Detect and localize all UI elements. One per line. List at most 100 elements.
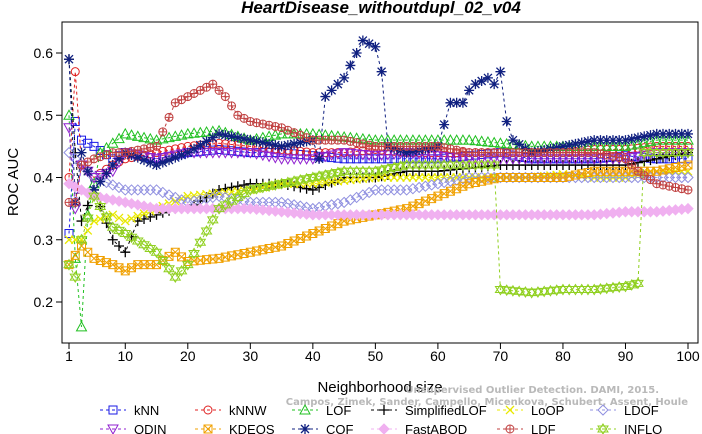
data-point	[231, 148, 244, 159]
data-point	[357, 35, 368, 46]
data-point	[495, 66, 506, 77]
data-point	[138, 131, 150, 143]
data-point	[633, 166, 643, 176]
data-point	[332, 149, 344, 160]
data-point	[219, 191, 232, 204]
data-point	[650, 134, 663, 145]
data-point	[683, 185, 693, 195]
x-tick-label: 70	[493, 348, 509, 364]
data-point	[313, 153, 325, 164]
data-point	[70, 67, 80, 77]
data-point	[613, 140, 626, 151]
data-point	[157, 186, 169, 199]
x-tick-label: 80	[555, 348, 571, 364]
data-point	[164, 145, 174, 155]
legend-label: COF	[326, 422, 354, 434]
data-point	[76, 147, 87, 158]
data-point	[289, 236, 299, 246]
legend-label: ODIN	[134, 422, 167, 434]
data-point	[319, 151, 332, 163]
data-point	[194, 126, 207, 138]
data-point	[620, 154, 630, 164]
y-tick-label: 0.3	[34, 232, 54, 248]
data-point	[345, 60, 356, 71]
legend-item-fastabod: FastABOD	[371, 422, 467, 434]
x-tick-label: 10	[117, 348, 133, 364]
data-point	[194, 236, 207, 249]
data-point	[657, 128, 668, 139]
data-point	[675, 134, 688, 145]
data-point	[275, 127, 288, 139]
data-point	[488, 136, 501, 148]
data-point	[214, 128, 225, 139]
legend-item-cof: COF	[292, 422, 354, 434]
x-tick-label: 30	[243, 348, 259, 364]
data-point	[150, 184, 163, 196]
x-tick-label: 60	[430, 348, 446, 364]
chart-title: HeartDisease_withoutdupl_02_v04	[241, 0, 521, 17]
data-point	[120, 216, 130, 226]
data-point	[401, 147, 412, 158]
data-point	[276, 141, 287, 152]
legend-marker	[300, 424, 310, 434]
data-point	[414, 199, 424, 209]
data-point	[75, 320, 88, 332]
legend-item-inflo: INFLO	[590, 422, 662, 434]
data-point	[107, 160, 118, 171]
legend-label: FastABOD	[405, 422, 467, 434]
data-point	[444, 134, 457, 145]
data-point	[164, 155, 175, 166]
data-point	[645, 130, 656, 141]
data-point	[682, 134, 694, 145]
data-point	[439, 119, 450, 130]
data-point	[226, 131, 237, 142]
data-point	[188, 247, 200, 260]
legend-label: INFLO	[624, 422, 662, 434]
data-point	[219, 148, 232, 159]
data-point	[220, 130, 231, 141]
legend-item-ldf: LDF	[497, 422, 556, 434]
data-point	[150, 246, 163, 259]
data-point	[81, 212, 94, 224]
data-point	[402, 173, 412, 182]
data-point	[88, 190, 100, 203]
y-axis-label: ROC AUC	[5, 148, 22, 217]
data-point	[551, 142, 562, 153]
data-point	[83, 138, 93, 148]
data-point	[70, 197, 80, 207]
x-tick-label: 1	[65, 348, 73, 364]
legend-label: kNNW	[229, 403, 267, 418]
data-point	[664, 128, 675, 139]
data-point	[595, 135, 606, 146]
legend-marker	[108, 405, 118, 415]
data-point	[156, 153, 169, 164]
data-point	[82, 200, 93, 211]
data-point	[206, 148, 219, 159]
data-point	[419, 180, 432, 192]
data-point	[151, 160, 162, 171]
data-point	[338, 196, 350, 209]
series-ldf	[64, 79, 693, 207]
data-point	[302, 231, 312, 241]
data-point	[632, 132, 643, 143]
data-point	[645, 175, 655, 185]
data-point	[232, 181, 243, 192]
legend-label: LDOF	[624, 403, 659, 418]
legend-marker	[299, 403, 311, 415]
data-point	[213, 148, 225, 159]
legend-marker	[203, 424, 213, 434]
data-point	[106, 221, 119, 234]
data-point	[214, 85, 224, 95]
data-point	[482, 135, 494, 147]
data-point	[270, 140, 281, 151]
data-point	[257, 137, 268, 148]
plot-frame	[61, 21, 699, 344]
data-point	[119, 127, 132, 139]
data-point	[452, 184, 462, 194]
data-point	[295, 137, 306, 148]
data-point	[332, 79, 343, 90]
data-point	[144, 132, 157, 144]
data-point	[114, 240, 125, 251]
legend-label: kNN	[134, 403, 159, 418]
data-point	[63, 258, 75, 271]
